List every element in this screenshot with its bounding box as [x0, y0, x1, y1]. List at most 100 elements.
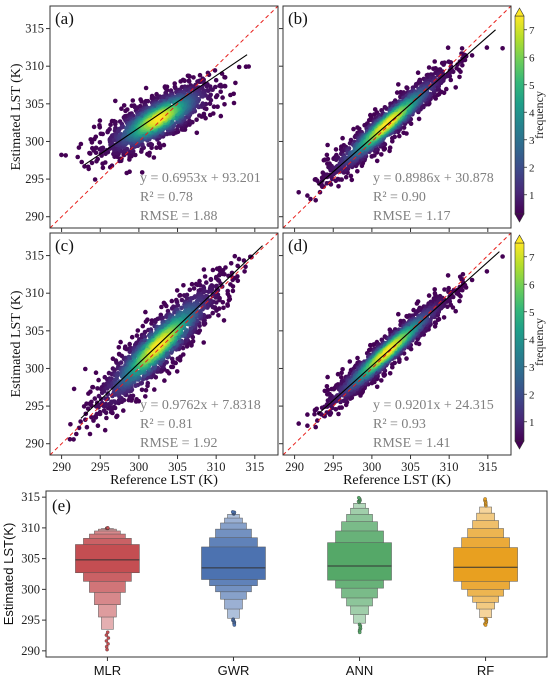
scatter-point [187, 118, 192, 123]
scatter-point [178, 79, 183, 84]
scatter-point [105, 129, 110, 135]
scatter-point [194, 130, 200, 136]
scatter-point [134, 333, 140, 338]
scatter-point [145, 98, 151, 104]
scatter-point [432, 59, 438, 64]
scatter-point [416, 116, 422, 122]
scatter-point [325, 387, 331, 393]
scatter-point [236, 256, 242, 262]
scatter-point [347, 359, 353, 364]
scatter-point [333, 147, 339, 152]
scatter-point [143, 354, 149, 360]
scatter-point [87, 431, 93, 437]
scatter-point [201, 111, 207, 117]
scatter-point [462, 52, 468, 58]
scatter-point [243, 264, 248, 270]
scatter-point [305, 423, 310, 429]
scatter-point [143, 85, 149, 91]
scatter-point [351, 126, 356, 132]
scatter-point [139, 99, 144, 104]
scatter-point [453, 85, 459, 90]
scatter-point [204, 83, 209, 89]
scatter-point [445, 304, 450, 310]
scatter-point [213, 77, 219, 83]
scatter-point [175, 123, 181, 129]
scatter-point [78, 141, 84, 147]
scatter-point [374, 384, 380, 390]
scatter-point [446, 285, 452, 291]
scatter-point [128, 393, 134, 399]
scatter-point [387, 371, 393, 376]
scatter-point [201, 318, 207, 324]
scatter-point [157, 342, 163, 347]
scatter-point [206, 289, 211, 295]
scatter-point [82, 164, 87, 169]
scatter-point [401, 125, 407, 130]
scatter-point [139, 387, 145, 393]
scatter-point [116, 128, 122, 133]
scatter-point [129, 334, 135, 340]
density-layer [59, 45, 505, 442]
scatter-point [201, 340, 206, 345]
scatter-point [67, 437, 73, 442]
scatter-point [335, 371, 341, 377]
scatter-points [296, 254, 505, 430]
scatter-point [228, 261, 234, 266]
scatter-point [78, 419, 83, 424]
scatter-point [143, 309, 148, 315]
scatter-point [114, 376, 119, 381]
scatter-point [413, 83, 419, 89]
scatter-point [114, 413, 120, 419]
scatter-point [159, 304, 164, 310]
scatter-point [469, 277, 475, 283]
scatter-point [419, 105, 425, 110]
scatter-point [233, 80, 238, 86]
scatter-point [313, 198, 319, 203]
scatter-point [435, 317, 441, 323]
scatter-point [156, 141, 162, 146]
scatter-point [201, 267, 207, 272]
scatter-point [387, 145, 393, 150]
scatter-point [179, 305, 184, 311]
scatter-point [230, 288, 236, 294]
scatter-point [453, 308, 459, 314]
scatter-point [220, 95, 225, 100]
scatter-point [89, 140, 95, 145]
scatter-point [296, 421, 302, 426]
scatter-point [212, 68, 218, 73]
scatter-point [182, 78, 187, 83]
scatter-points [59, 64, 251, 182]
scatter-point [180, 345, 186, 351]
scatter-point [121, 103, 127, 108]
scatter-point [92, 396, 98, 401]
scatter-point [189, 281, 195, 287]
scatter-point [190, 334, 196, 340]
scatter-point [71, 437, 76, 442]
scatter-point [340, 367, 345, 372]
scatter-point [315, 418, 320, 423]
scatter-point [162, 378, 167, 383]
scatter-point [397, 133, 402, 139]
scatter-point [101, 408, 107, 413]
scatter-point [217, 83, 222, 88]
scatter-point [187, 287, 193, 293]
scatter-point [197, 310, 203, 315]
scatter-point [76, 145, 82, 150]
scatter-point [85, 164, 91, 170]
scatter-point [236, 64, 242, 70]
scatter-point [154, 145, 159, 150]
scatter-point [202, 274, 208, 279]
scatter-point [127, 169, 132, 174]
scatter-point [460, 63, 465, 68]
scatter-point [500, 254, 505, 259]
scatter-point [384, 106, 389, 111]
scatter-point [484, 45, 490, 50]
scatter-point [143, 394, 148, 399]
scatter-point [313, 424, 319, 430]
scatter-point [335, 176, 341, 182]
scatter-point [381, 372, 386, 377]
scatter-point [369, 154, 375, 159]
scatter-point [142, 334, 148, 340]
scatter-point [235, 278, 241, 284]
